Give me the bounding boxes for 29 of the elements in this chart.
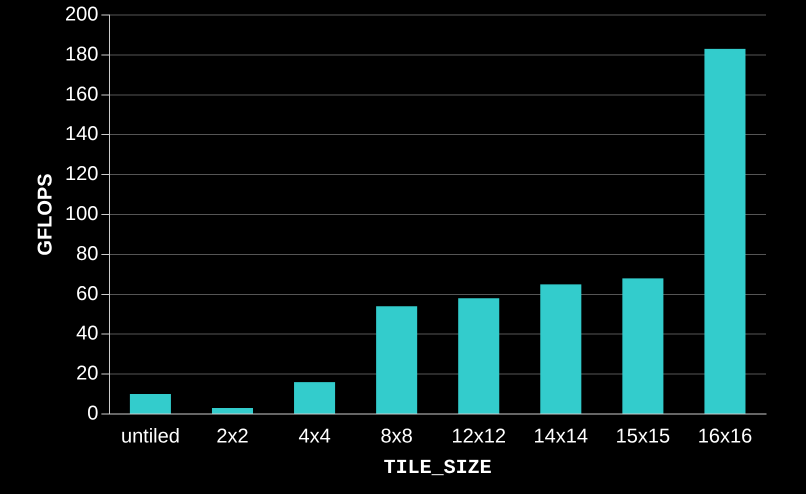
x-tick-label: untiled: [120, 426, 180, 448]
bar: [540, 284, 582, 414]
x-axis-title: TILE_SIZE: [384, 457, 492, 480]
x-tick-label: 15x15: [616, 426, 670, 448]
y-tick-label: 60: [76, 282, 98, 305]
y-tick-label: 160: [64, 83, 98, 106]
y-tick-label: 0: [87, 402, 98, 425]
y-tick-label: 100: [64, 203, 98, 226]
x-tick-label: 8x8: [380, 426, 413, 448]
x-tick-label: 12x12: [451, 426, 506, 448]
y-tick-label: 200: [64, 4, 98, 26]
y-tick-label: 120: [64, 163, 98, 186]
x-tick-label: 4x4: [298, 426, 331, 448]
y-tick-label: 20: [76, 362, 98, 385]
x-tick-label: 16x16: [698, 426, 752, 448]
y-tick-label: 140: [64, 123, 98, 146]
bar: [622, 278, 664, 414]
y-tick-label: 180: [64, 43, 98, 66]
x-tick-label: 14x14: [534, 426, 588, 448]
bar: [294, 382, 336, 414]
y-tick-label: 80: [76, 242, 98, 265]
bar: [212, 408, 254, 414]
bar: [130, 394, 171, 414]
y-tick-label: 40: [76, 322, 98, 345]
bar: [376, 306, 418, 414]
y-axis-title: GFLOPS: [34, 173, 57, 256]
bar: [458, 298, 500, 414]
x-tick-label: 2x2: [216, 426, 249, 448]
bar: [704, 48, 746, 414]
